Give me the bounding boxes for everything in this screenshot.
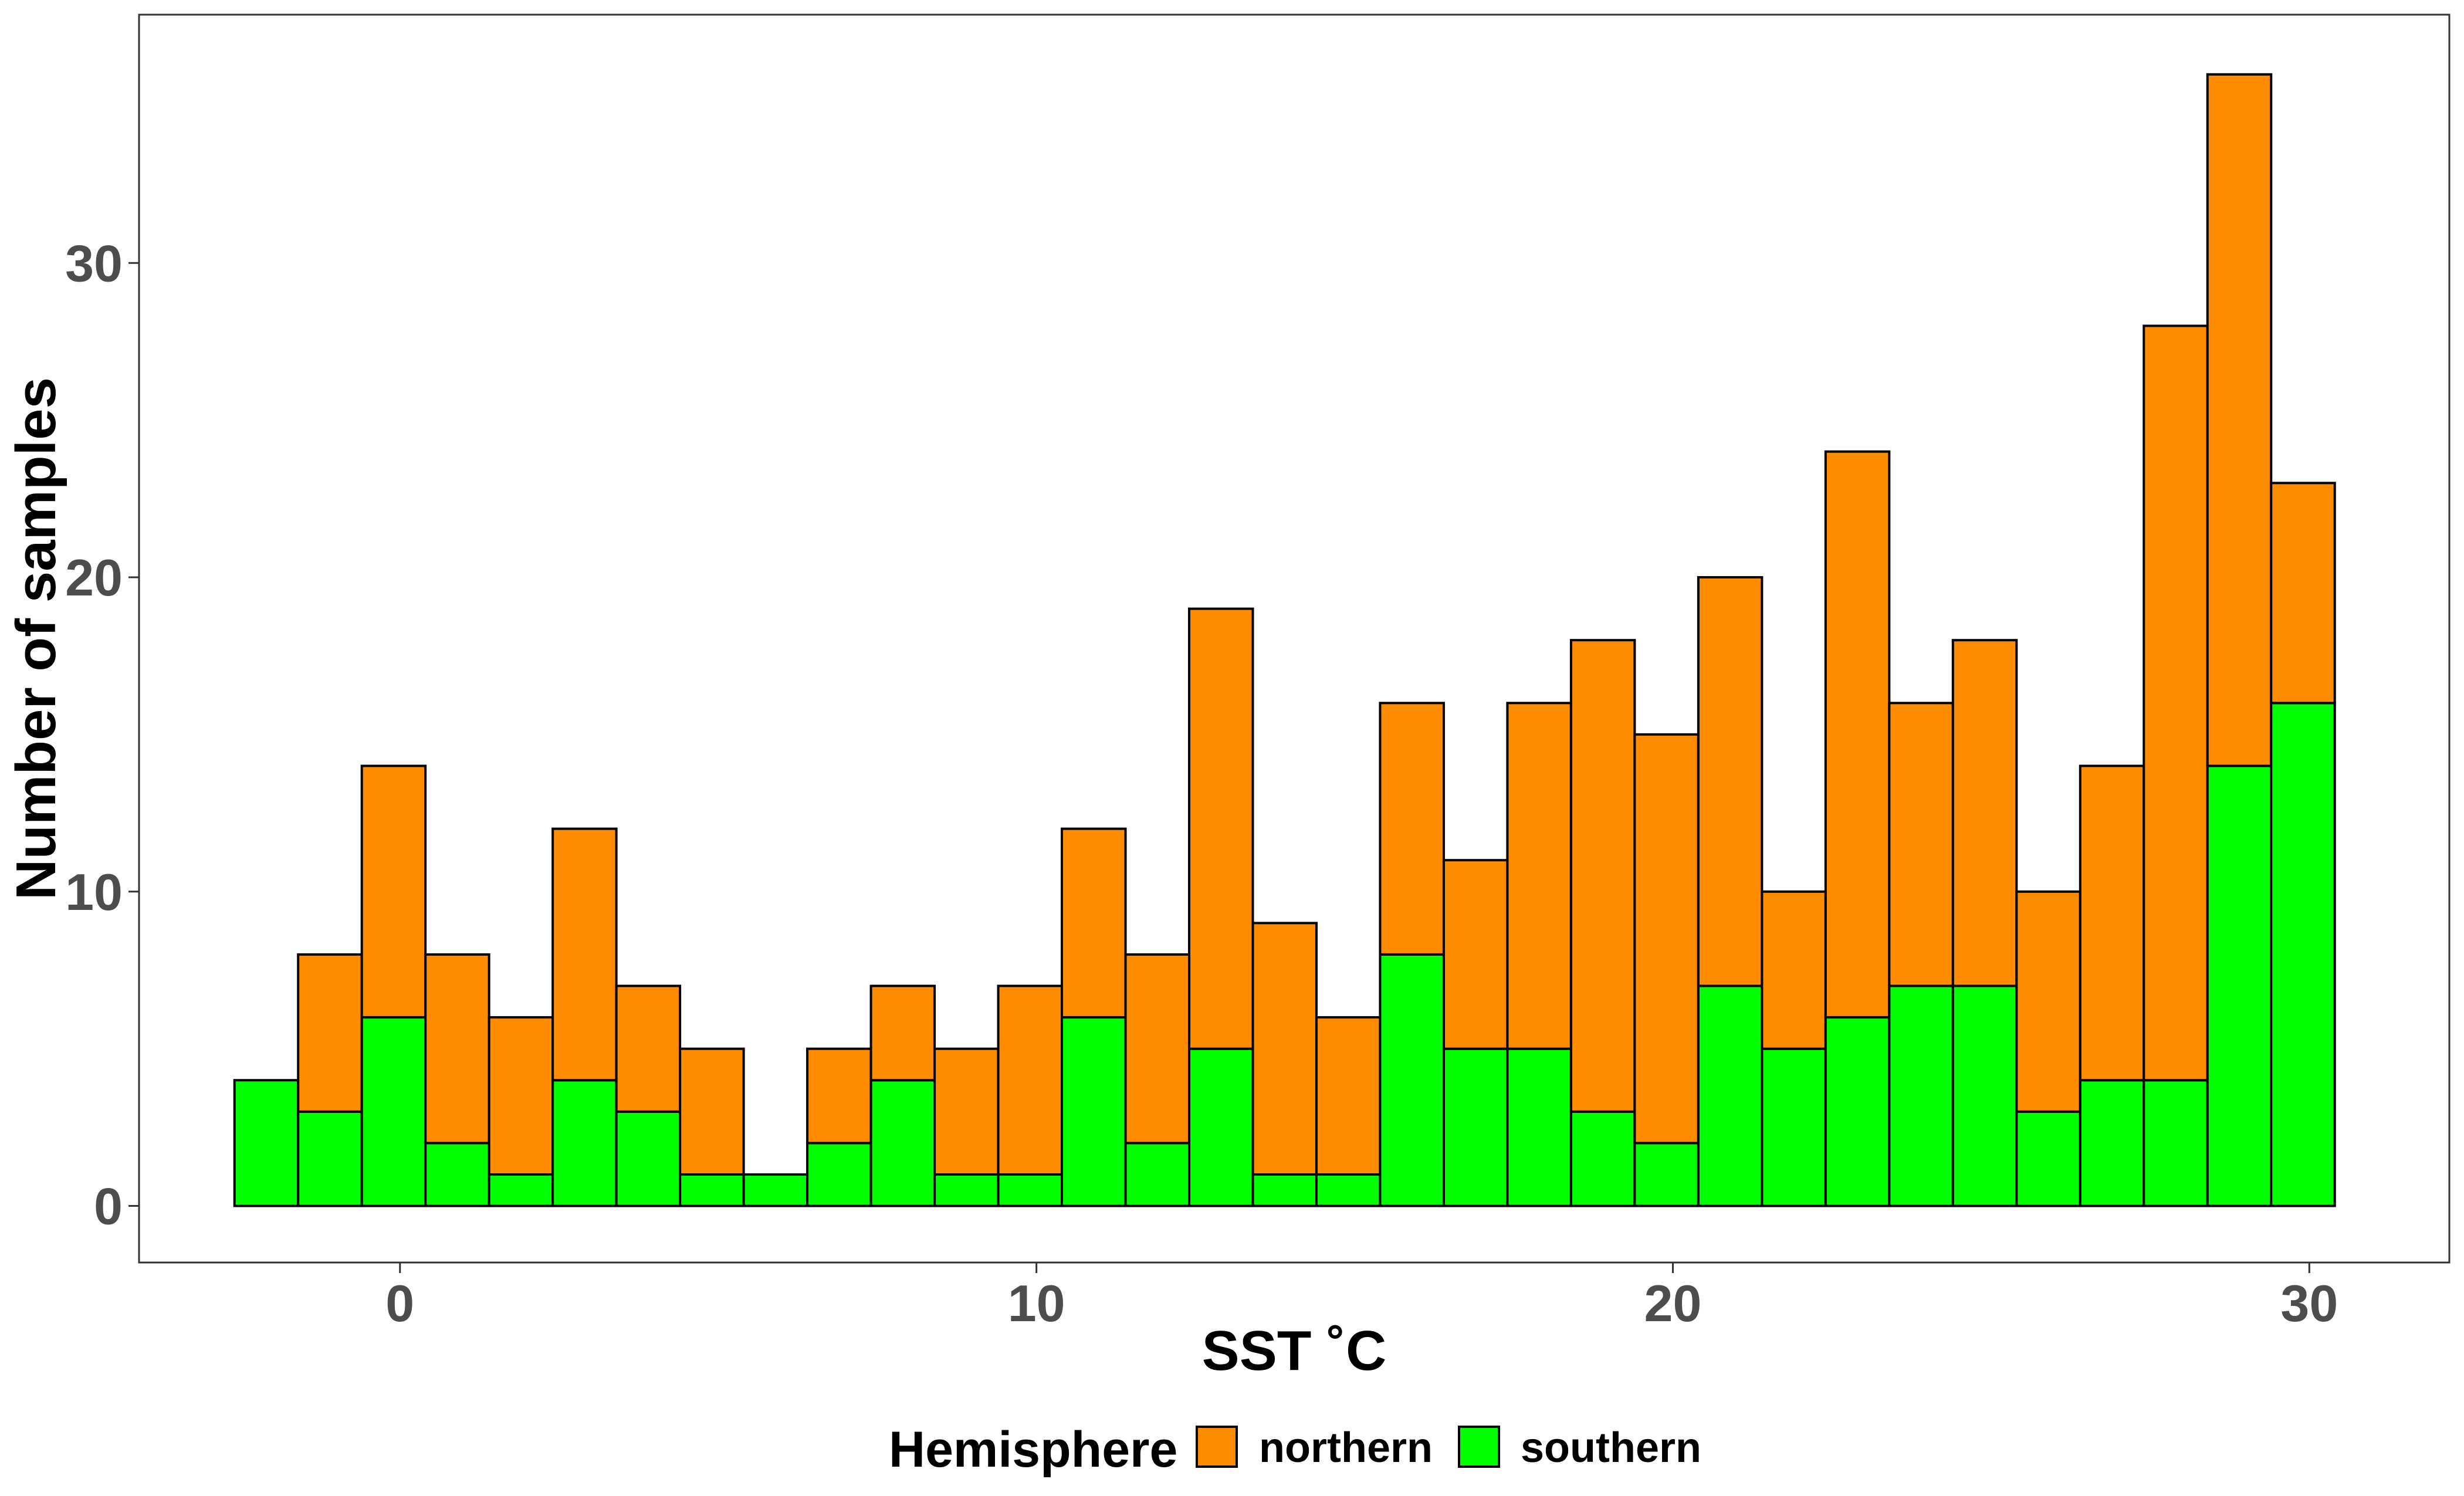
bar-northern bbox=[1824, 450, 1891, 1019]
x-tick-label: 10 bbox=[1008, 1274, 1065, 1332]
bar-northern bbox=[2143, 324, 2209, 1082]
plot-panel-border bbox=[138, 13, 2451, 1264]
legend-swatch-southern bbox=[1458, 1426, 1500, 1468]
bar-southern bbox=[2143, 1079, 2209, 1207]
bar-northern bbox=[615, 984, 682, 1113]
bar-southern bbox=[1569, 1110, 1636, 1207]
bar-southern bbox=[615, 1110, 682, 1207]
bar-northern bbox=[1697, 576, 1764, 987]
bar-northern bbox=[2079, 764, 2145, 1082]
x-tick-label: 20 bbox=[1644, 1274, 1702, 1332]
bar-southern bbox=[1697, 984, 1764, 1207]
bar-southern bbox=[1888, 984, 1954, 1207]
bar-southern bbox=[997, 1173, 1064, 1207]
bar-northern bbox=[933, 1047, 1000, 1176]
legend-swatch-northern bbox=[1196, 1426, 1238, 1468]
y-tick-label: 10 bbox=[65, 863, 123, 921]
bar-southern bbox=[806, 1142, 872, 1207]
bar-northern bbox=[2270, 482, 2336, 705]
bar-southern bbox=[1951, 984, 2018, 1207]
bar-northern bbox=[806, 1047, 872, 1145]
y-tick-label: 20 bbox=[65, 549, 123, 607]
bar-northern bbox=[1633, 733, 1700, 1145]
x-axis-title: SST ˚C bbox=[1202, 1319, 1387, 1382]
bar-northern bbox=[1506, 702, 1572, 1050]
bar-southern bbox=[2206, 764, 2273, 1207]
bar-southern bbox=[1188, 1047, 1254, 1207]
bar-southern bbox=[933, 1173, 1000, 1207]
bar-southern bbox=[2015, 1110, 2081, 1207]
bar-northern bbox=[1951, 639, 2018, 987]
bar-northern bbox=[360, 764, 427, 1019]
legend-title: Hemisphere bbox=[889, 1421, 1177, 1478]
bar-southern bbox=[869, 1079, 936, 1207]
bar-southern bbox=[1761, 1047, 1827, 1207]
bar-northern bbox=[1251, 922, 1318, 1176]
y-tick-label: 0 bbox=[94, 1177, 123, 1236]
bar-northern bbox=[869, 984, 936, 1082]
bar-southern bbox=[551, 1079, 618, 1207]
bar-northern bbox=[2015, 890, 2081, 1113]
bar-northern bbox=[2206, 73, 2273, 767]
bar-southern bbox=[297, 1110, 363, 1207]
bar-southern bbox=[2270, 702, 2336, 1207]
bar-southern bbox=[1442, 1047, 1509, 1207]
bar-southern bbox=[488, 1173, 554, 1207]
bar-southern bbox=[1379, 953, 1445, 1207]
bar-northern bbox=[1061, 827, 1127, 1019]
bar-southern bbox=[360, 1016, 427, 1207]
bar-southern bbox=[742, 1173, 809, 1207]
bar-northern bbox=[551, 827, 618, 1082]
bar-northern bbox=[679, 1047, 745, 1176]
bar-southern bbox=[679, 1173, 745, 1207]
bar-northern bbox=[1188, 607, 1254, 1050]
bar-southern bbox=[1124, 1142, 1190, 1207]
x-tick-label: 30 bbox=[2280, 1274, 2338, 1332]
y-tick-label: 30 bbox=[65, 234, 123, 292]
bar-southern bbox=[424, 1142, 490, 1207]
bar-northern bbox=[997, 984, 1064, 1176]
x-tick-label: 0 bbox=[385, 1274, 414, 1332]
bar-northern bbox=[1761, 890, 1827, 1050]
bar-southern bbox=[1506, 1047, 1572, 1207]
bar-southern bbox=[1315, 1173, 1382, 1207]
bar-southern bbox=[233, 1079, 300, 1207]
bar-southern bbox=[2079, 1079, 2145, 1207]
bar-northern bbox=[1442, 859, 1509, 1050]
y-axis-title: Number of samples bbox=[5, 377, 67, 900]
bar-southern bbox=[1251, 1173, 1318, 1207]
legend-label-southern: southern bbox=[1521, 1424, 1701, 1471]
legend-label-northern: northern bbox=[1259, 1424, 1433, 1471]
bar-northern bbox=[1315, 1016, 1382, 1176]
bar-northern bbox=[1569, 639, 1636, 1113]
bar-northern bbox=[424, 953, 490, 1145]
bar-southern bbox=[1824, 1016, 1891, 1207]
bar-northern bbox=[488, 1016, 554, 1176]
bar-northern bbox=[297, 953, 363, 1113]
bar-northern bbox=[1379, 702, 1445, 956]
bar-southern bbox=[1061, 1016, 1127, 1207]
bar-northern bbox=[1888, 702, 1954, 987]
bar-southern bbox=[1633, 1142, 1700, 1207]
bar-northern bbox=[1124, 953, 1190, 1145]
